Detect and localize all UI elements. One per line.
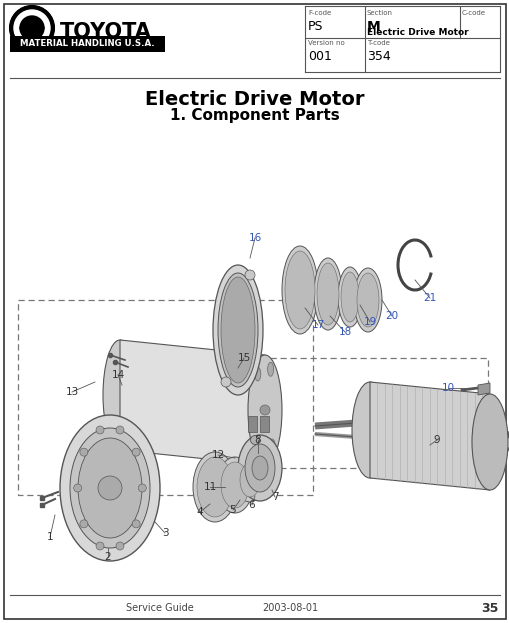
Ellipse shape <box>244 444 274 492</box>
Bar <box>18 300 313 495</box>
Ellipse shape <box>314 258 342 330</box>
Ellipse shape <box>192 452 237 522</box>
Ellipse shape <box>217 273 258 387</box>
Circle shape <box>80 448 88 456</box>
Circle shape <box>260 405 269 415</box>
Ellipse shape <box>356 273 378 327</box>
Circle shape <box>10 6 54 50</box>
Text: C-code: C-code <box>461 10 485 16</box>
Text: 12: 12 <box>211 450 224 460</box>
Ellipse shape <box>238 435 281 501</box>
Circle shape <box>80 520 88 528</box>
Ellipse shape <box>244 270 254 280</box>
Circle shape <box>74 484 81 492</box>
Ellipse shape <box>254 367 260 381</box>
Circle shape <box>116 542 124 550</box>
Polygon shape <box>369 382 489 490</box>
Ellipse shape <box>337 267 361 327</box>
Text: 1. Component Parts: 1. Component Parts <box>170 108 339 123</box>
Text: MATERIAL HANDLING U.S.A.: MATERIAL HANDLING U.S.A. <box>20 39 154 49</box>
Ellipse shape <box>353 268 381 332</box>
Text: 6: 6 <box>248 500 255 510</box>
Bar <box>10 36 165 52</box>
Text: 3: 3 <box>161 528 168 538</box>
Text: 354: 354 <box>366 50 390 63</box>
Ellipse shape <box>269 439 275 453</box>
Ellipse shape <box>247 355 281 465</box>
Bar <box>247 416 257 432</box>
Text: 35: 35 <box>480 601 498 614</box>
Text: 15: 15 <box>237 353 250 363</box>
Circle shape <box>98 476 122 500</box>
Text: PS: PS <box>307 20 323 33</box>
Circle shape <box>132 520 140 528</box>
Ellipse shape <box>213 265 263 395</box>
Text: 5: 5 <box>229 505 236 515</box>
Text: 2003-08-01: 2003-08-01 <box>262 603 318 613</box>
Ellipse shape <box>281 246 318 334</box>
Text: 7: 7 <box>271 492 278 502</box>
Text: 17: 17 <box>311 320 324 330</box>
Ellipse shape <box>236 458 264 502</box>
Bar <box>260 416 268 432</box>
Circle shape <box>96 542 104 550</box>
Circle shape <box>132 448 140 456</box>
Ellipse shape <box>351 382 387 478</box>
Text: Service Guide: Service Guide <box>126 603 193 613</box>
Text: 21: 21 <box>422 293 436 303</box>
Text: 4: 4 <box>196 507 203 517</box>
Ellipse shape <box>250 435 259 444</box>
Ellipse shape <box>251 456 267 480</box>
Ellipse shape <box>103 340 137 450</box>
Ellipse shape <box>196 457 233 517</box>
Ellipse shape <box>471 394 507 490</box>
Ellipse shape <box>220 462 248 508</box>
Ellipse shape <box>29 21 36 37</box>
Polygon shape <box>477 383 489 395</box>
Text: 9: 9 <box>433 435 439 445</box>
Text: Section: Section <box>366 10 392 16</box>
Ellipse shape <box>20 24 44 32</box>
Text: 2: 2 <box>104 552 111 562</box>
Text: Electric Drive Motor: Electric Drive Motor <box>366 28 468 37</box>
Text: 11: 11 <box>203 482 216 492</box>
Text: 18: 18 <box>337 327 351 337</box>
Text: 20: 20 <box>385 311 398 321</box>
Text: T-code: T-code <box>366 40 389 46</box>
Text: 001: 001 <box>307 50 331 63</box>
Ellipse shape <box>216 457 252 513</box>
Ellipse shape <box>220 277 254 383</box>
Text: 10: 10 <box>441 383 454 393</box>
Text: M: M <box>366 20 380 34</box>
Text: F-code: F-code <box>307 10 331 16</box>
Text: 16: 16 <box>248 233 261 243</box>
Circle shape <box>14 10 50 46</box>
Circle shape <box>116 426 124 434</box>
Ellipse shape <box>70 428 150 548</box>
Text: Version no: Version no <box>307 40 344 46</box>
Text: Electric Drive Motor: Electric Drive Motor <box>145 90 364 109</box>
Circle shape <box>96 426 104 434</box>
Bar <box>219 358 487 468</box>
Text: TOYOTA: TOYOTA <box>60 22 152 42</box>
Ellipse shape <box>256 444 262 458</box>
Ellipse shape <box>267 363 273 376</box>
Ellipse shape <box>60 415 160 561</box>
Ellipse shape <box>317 263 338 325</box>
Ellipse shape <box>21 25 43 31</box>
Polygon shape <box>120 340 265 465</box>
Text: 8: 8 <box>254 435 261 445</box>
Text: 19: 19 <box>362 317 376 327</box>
Ellipse shape <box>285 251 315 329</box>
Text: 1: 1 <box>47 532 53 542</box>
Ellipse shape <box>240 463 260 497</box>
Circle shape <box>20 16 44 40</box>
Ellipse shape <box>78 438 142 538</box>
Text: 14: 14 <box>111 370 124 380</box>
Circle shape <box>138 484 146 492</box>
Text: 13: 13 <box>65 387 78 397</box>
Ellipse shape <box>341 272 358 322</box>
Ellipse shape <box>220 377 231 387</box>
